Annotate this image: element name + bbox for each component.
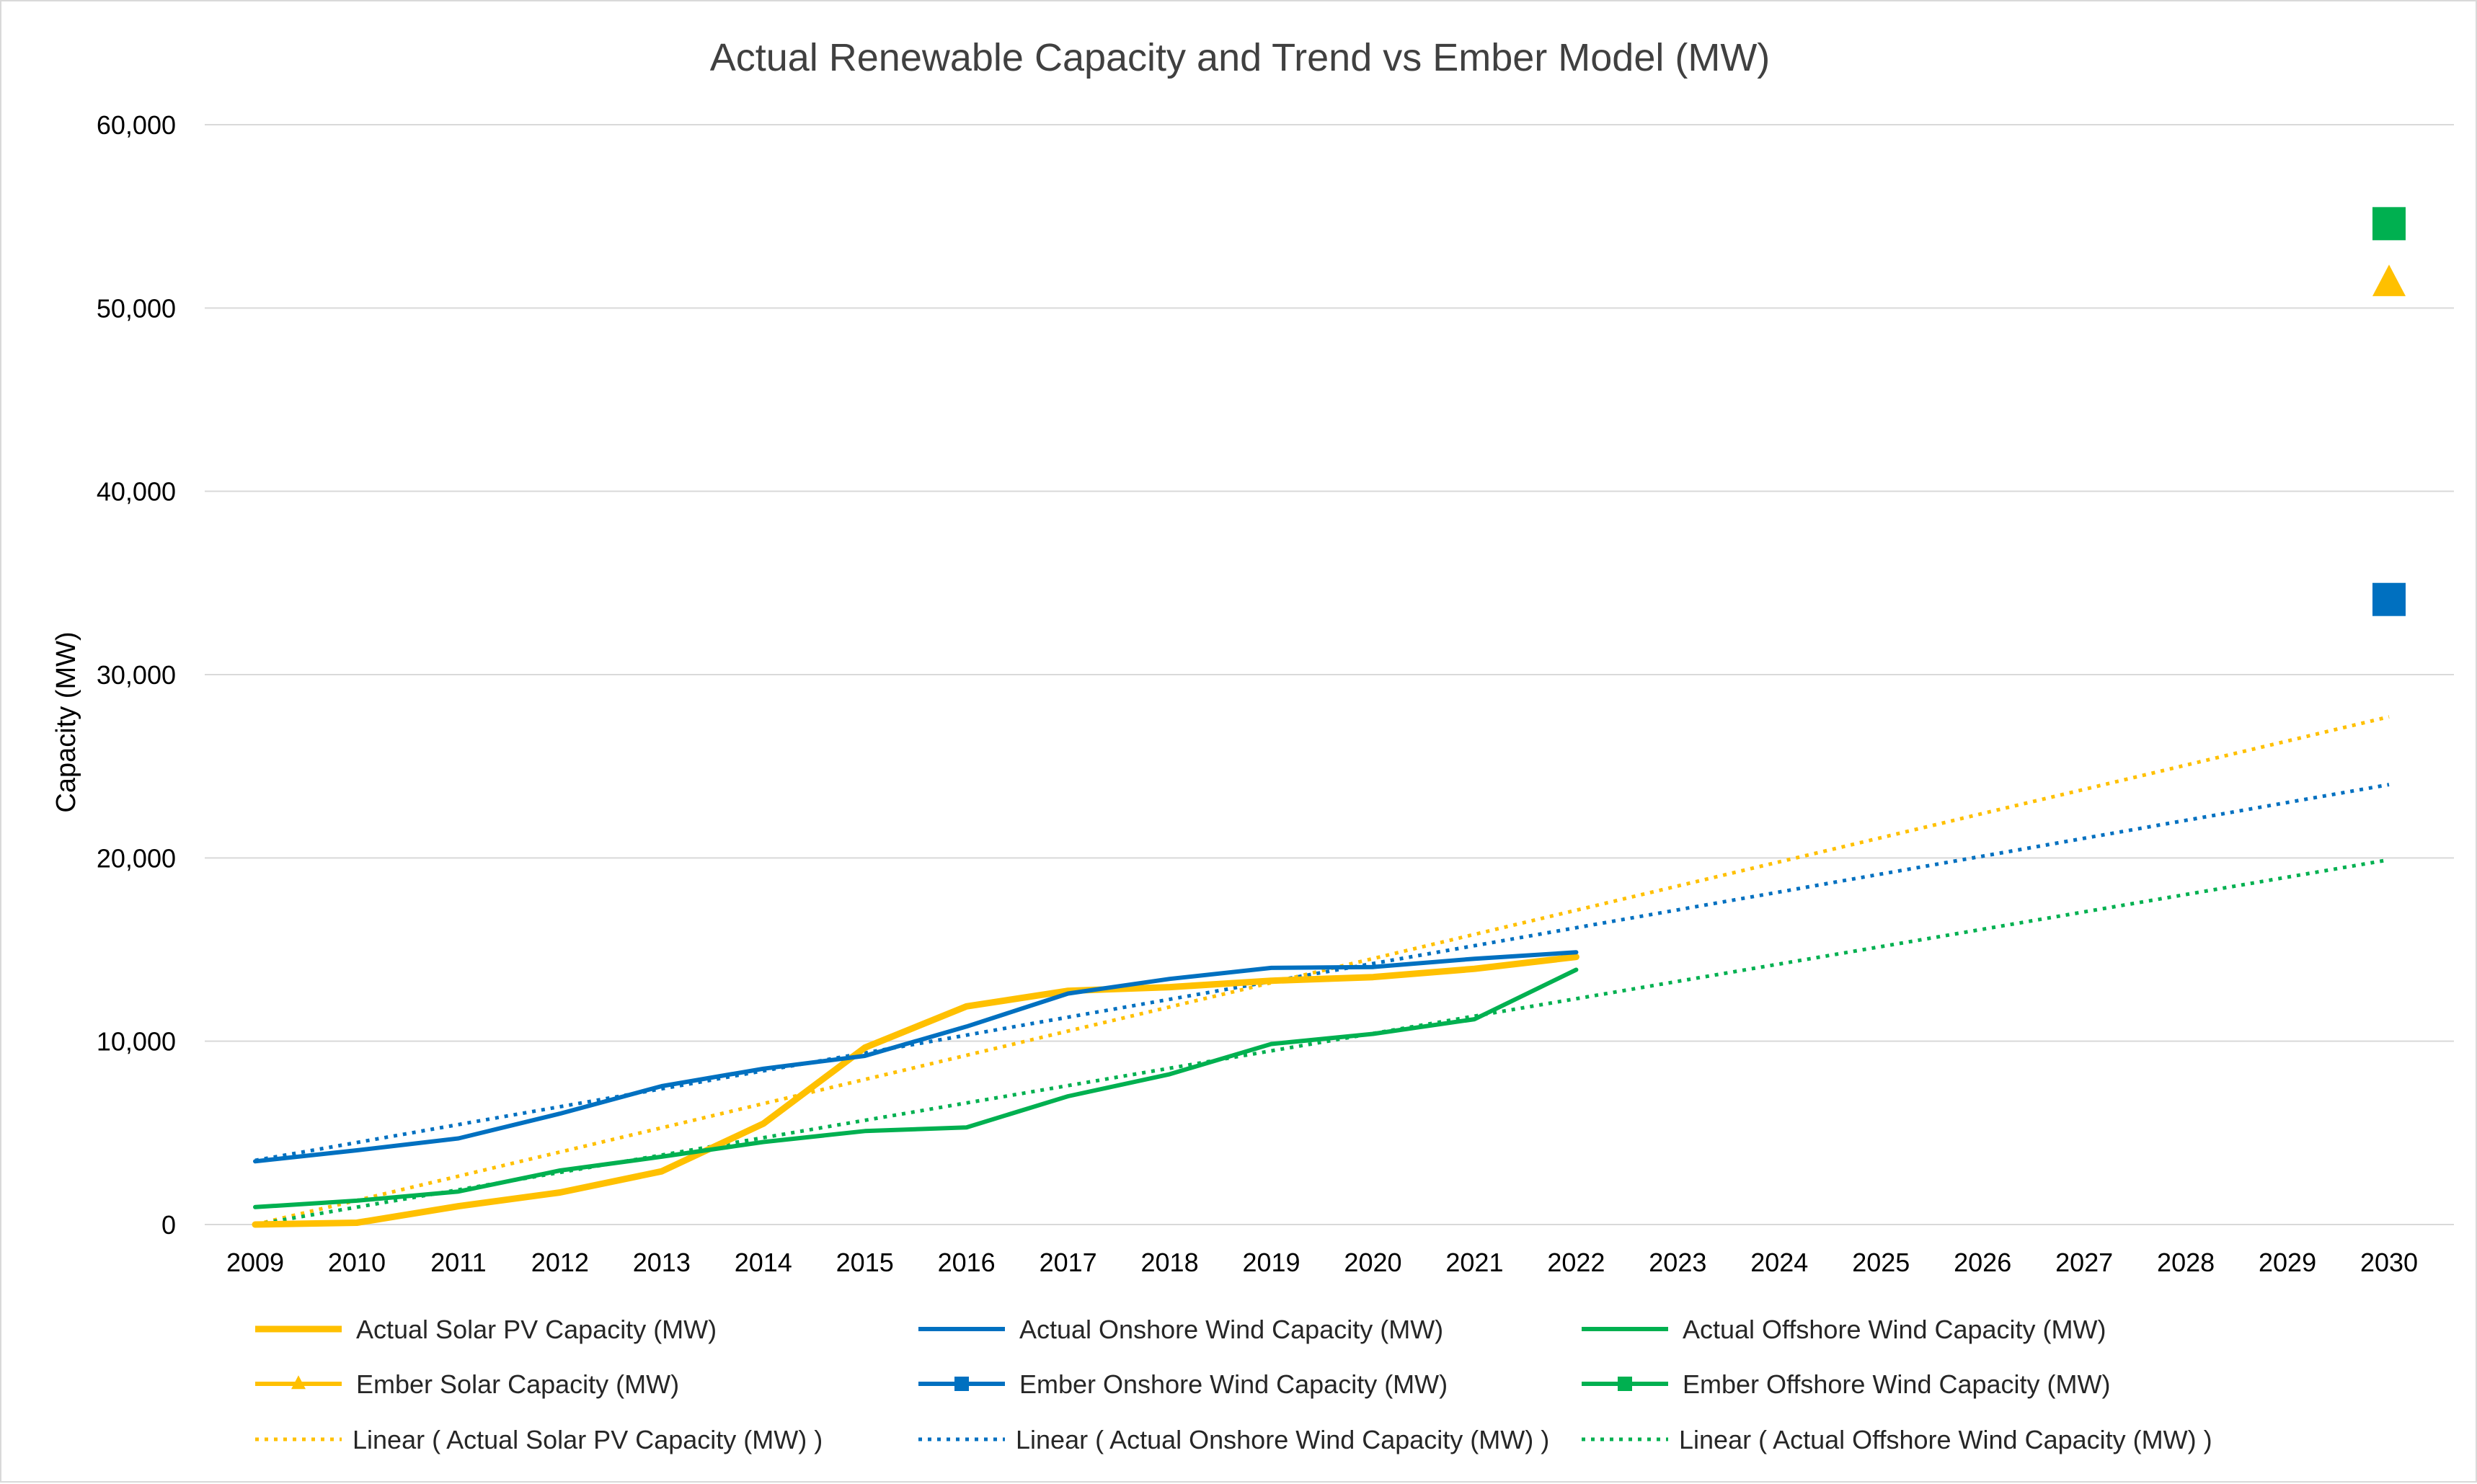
data-point-marker <box>2372 582 2406 616</box>
series-line <box>253 967 1579 1209</box>
data-point-marker <box>2372 265 2406 296</box>
legend-label: Ember Offshore Wind Capacity (MW) <box>1683 1369 2110 1399</box>
series-4 <box>2372 582 2406 616</box>
x-tick-label: 2028 <box>2157 1248 2215 1277</box>
legend-marker <box>954 1377 969 1391</box>
x-tick-label: 2024 <box>1750 1248 1808 1277</box>
x-tick-label: 2020 <box>1344 1248 1401 1277</box>
legend-item: Ember Onshore Wind Capacity (MW) <box>918 1369 1448 1399</box>
y-tick-label: 10,000 <box>97 1027 176 1057</box>
x-tick-label: 2014 <box>735 1248 792 1277</box>
x-tick-label: 2021 <box>1445 1248 1503 1277</box>
legend-label: Ember Onshore Wind Capacity (MW) <box>1019 1369 1448 1399</box>
series-0 <box>252 954 1579 1228</box>
x-tick-label: 2017 <box>1040 1248 1097 1277</box>
x-tick-label: 2029 <box>2259 1248 2316 1277</box>
series-7 <box>254 783 2390 1163</box>
legend: Actual Solar PV Capacity (MW) Actual Onsh… <box>255 1315 2212 1454</box>
legend-label: Actual Onshore Wind Capacity (MW) <box>1019 1315 1443 1344</box>
x-tick-label: 2018 <box>1141 1248 1199 1277</box>
y-tick-label: 20,000 <box>97 843 176 873</box>
x-tick-label: 2023 <box>1649 1248 1706 1277</box>
legend-label: Linear ( Actual Offshore Wind Capacity (… <box>1679 1425 2212 1454</box>
y-tick-label: 60,000 <box>97 110 176 140</box>
series-2 <box>253 967 1579 1209</box>
legend-marker <box>291 1375 306 1390</box>
x-tick-label: 2015 <box>836 1248 894 1277</box>
y-axis-label: Capacity (MW) <box>51 631 81 812</box>
series-6 <box>254 715 2390 1227</box>
legend-marker <box>1618 1377 1632 1391</box>
x-tick-label: 2012 <box>531 1248 589 1277</box>
y-tick-label: 30,000 <box>97 660 176 690</box>
legend-item: Ember Offshore Wind Capacity (MW) <box>1582 1369 2110 1399</box>
legend-item: Actual Offshore Wind Capacity (MW) <box>1582 1315 2106 1344</box>
x-axis-ticks: 2009 2010 2011 2012 2013 2014 2015 2016 2017 2018… <box>226 1248 2418 1277</box>
legend-label: Actual Solar PV Capacity (MW) <box>356 1315 717 1344</box>
legend-label: Ember Solar Capacity (MW) <box>356 1369 679 1399</box>
series-line <box>254 783 2390 1163</box>
legend-item: Actual Solar PV Capacity (MW) <box>255 1315 717 1344</box>
x-tick-label: 2027 <box>2055 1248 2113 1277</box>
data-point-marker <box>2372 207 2406 241</box>
legend-item: Actual Onshore Wind Capacity (MW) <box>918 1315 1443 1344</box>
legend-item: Linear ( Actual Offshore Wind Capacity (… <box>1582 1425 2212 1454</box>
y-tick-label: 0 <box>161 1210 176 1240</box>
legend-label: Linear ( Actual Onshore Wind Capacity (M… <box>1016 1425 1549 1454</box>
x-tick-label: 2022 <box>1547 1248 1605 1277</box>
y-tick-label: 50,000 <box>97 293 176 323</box>
series-line <box>254 715 2390 1227</box>
series-3 <box>2372 265 2406 296</box>
legend-item: Ember Solar Capacity (MW) <box>255 1369 679 1399</box>
x-tick-label: 2030 <box>2360 1248 2418 1277</box>
x-tick-label: 2009 <box>226 1248 284 1277</box>
x-tick-label: 2025 <box>1852 1248 1910 1277</box>
series-line <box>253 950 1579 1164</box>
x-tick-label: 2011 <box>430 1248 486 1277</box>
x-tick-label: 2019 <box>1242 1248 1300 1277</box>
series-5 <box>2372 207 2406 241</box>
series-1 <box>253 950 1579 1164</box>
x-tick-label: 2013 <box>633 1248 691 1277</box>
y-tick-label: 40,000 <box>97 477 176 507</box>
chart-title: Actual Renewable Capacity and Trend vs E… <box>710 36 1771 79</box>
legend-label: Linear ( Actual Solar PV Capacity (MW) ) <box>353 1425 823 1454</box>
y-axis-ticks: 0 10,000 20,000 30,000 40,000 50,000 60,000 <box>97 110 176 1240</box>
legend-item: Linear ( Actual Solar PV Capacity (MW) ) <box>255 1425 823 1454</box>
legend-label: Actual Offshore Wind Capacity (MW) <box>1683 1315 2106 1344</box>
x-tick-label: 2016 <box>938 1248 996 1277</box>
series-line <box>252 954 1579 1228</box>
legend-item: Linear ( Actual Onshore Wind Capacity (M… <box>918 1425 1549 1454</box>
x-tick-label: 2026 <box>1954 1248 2011 1277</box>
gridlines <box>205 124 2454 1225</box>
series-layer <box>252 207 2406 1228</box>
x-tick-label: 2010 <box>328 1248 386 1277</box>
